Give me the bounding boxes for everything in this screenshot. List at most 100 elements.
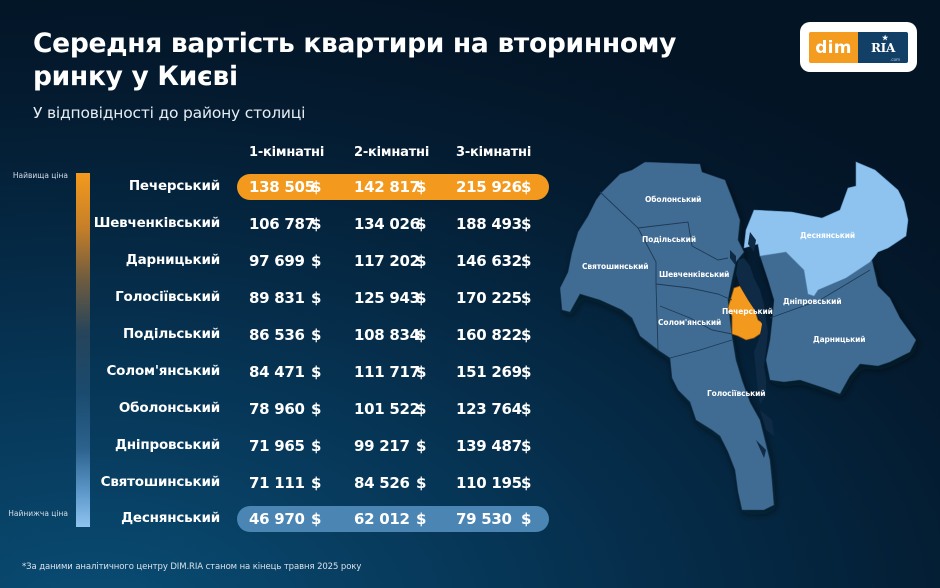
table-row: Оболонський 78 960 $ 101 522 $ 123 764 $: [0, 396, 560, 422]
price-3-room: 139 487: [456, 437, 522, 455]
currency-sign: $: [311, 510, 322, 528]
logo-com-text: .com: [890, 58, 900, 63]
price-2-room: 108 834: [354, 326, 420, 344]
map-right-bank: [560, 161, 775, 511]
price-2-room: 99 217: [354, 437, 410, 455]
currency-sign: $: [521, 363, 532, 381]
map-label-desnianskyi: Деснянський: [800, 231, 856, 240]
price-1-room: 71 965: [249, 437, 305, 455]
currency-sign: $: [416, 178, 427, 196]
page-title: Середня вартість квартири на вторинному …: [33, 28, 677, 92]
currency-sign: $: [416, 363, 427, 381]
price-2-room: 117 202: [354, 252, 420, 270]
price-1-room: 138 505: [249, 178, 315, 196]
map-label-darnytskyi: Дарницький: [813, 335, 866, 344]
page-subtitle: У відповідності до району столиці: [33, 104, 306, 122]
price-1-room: 71 111: [249, 474, 305, 492]
district-name: Солом'янський: [106, 363, 220, 379]
currency-sign: $: [416, 215, 427, 233]
district-name: Дніпровський: [114, 437, 220, 453]
map-label-sviatoshynskyi: Святошинський: [582, 262, 649, 271]
currency-sign: $: [521, 326, 532, 344]
table-row: Шевченківський 106 787 $ 134 026 $ 188 493…: [0, 211, 560, 237]
currency-sign: $: [521, 400, 532, 418]
price-2-room: 134 026: [354, 215, 420, 233]
price-2-room: 62 012: [354, 510, 410, 528]
legend-highest-label: Найвища ціна: [12, 171, 68, 180]
currency-sign: $: [416, 326, 427, 344]
map-label-holosiivskyi: Голосіївський: [707, 389, 766, 398]
currency-sign: $: [311, 363, 322, 381]
price-3-room: 110 195: [456, 474, 522, 492]
map-label-obolonskyi: Оболонський: [645, 195, 702, 204]
currency-sign: $: [521, 252, 532, 270]
table-row-highest: Печерський 138 505 $ 142 817 $ 215 926 $: [0, 174, 560, 200]
kyiv-districts-map: Оболонський Подільський Святошинський Ше…: [560, 140, 940, 560]
currency-sign: $: [416, 474, 427, 492]
currency-sign: $: [416, 252, 427, 270]
price-1-room: 86 536: [249, 326, 305, 344]
table-row-lowest: Деснянський 46 970 $ 62 012 $ 79 530 $: [0, 506, 560, 532]
district-name: Оболонський: [118, 400, 220, 416]
column-header-2-room: 2-кімнатні: [354, 145, 430, 160]
column-header-1-room: 1-кімнатні: [249, 145, 325, 160]
map-label-podilskyi: Подільський: [642, 235, 696, 244]
currency-sign: $: [311, 400, 322, 418]
map-district-desnianskyi: [743, 161, 909, 297]
currency-sign: $: [416, 437, 427, 455]
currency-sign: $: [311, 474, 322, 492]
district-name: Подільський: [123, 326, 220, 342]
map-river-dnipro: [736, 258, 768, 404]
logo-ria-text: RIA: [871, 40, 895, 55]
highlight-pill-highest: [237, 174, 549, 200]
legend-lowest-label: Найнижча ціна: [8, 509, 68, 518]
price-3-room: 160 822: [456, 326, 522, 344]
price-1-room: 106 787: [249, 215, 315, 233]
price-3-room: 188 493: [456, 215, 522, 233]
price-gradient-bar: [76, 173, 90, 527]
map-district-borders: [599, 191, 871, 359]
table-row: Подільський 86 536 $ 108 834 $ 160 822 $: [0, 322, 560, 348]
currency-sign: $: [311, 289, 322, 307]
currency-sign: $: [416, 510, 427, 528]
currency-sign: $: [311, 252, 322, 270]
currency-sign: $: [521, 510, 532, 528]
currency-sign: $: [311, 326, 322, 344]
logo-ria-block: ★ RIA .com: [858, 32, 908, 63]
table-row: Голосіївський 89 831 $ 125 943 $ 170 225 $: [0, 285, 560, 311]
star-icon: ★: [882, 33, 888, 42]
district-name: Печерський: [128, 178, 220, 194]
price-3-room: 151 269: [456, 363, 522, 381]
district-name: Голосіївський: [115, 289, 220, 305]
currency-sign: $: [521, 178, 532, 196]
map-label-shevchenkivskyi: Шевченківський: [659, 270, 730, 279]
map-label-dniprovskyi: Дніпровський: [783, 297, 842, 306]
map-label-pecherskyi: Печерський: [722, 307, 773, 316]
price-1-room: 78 960: [249, 400, 305, 418]
currency-sign: $: [416, 289, 427, 307]
table-row: Дарницький 97 699 $ 117 202 $ 146 632 $: [0, 248, 560, 274]
district-name: Святошинський: [100, 474, 221, 490]
price-3-room: 170 225: [456, 289, 522, 307]
currency-sign: $: [521, 215, 532, 233]
price-2-room: 84 526: [354, 474, 410, 492]
price-1-room: 46 970: [249, 510, 305, 528]
currency-sign: $: [311, 178, 322, 196]
district-name: Деснянський: [121, 510, 220, 526]
table-row: Дніпровський 71 965 $ 99 217 $ 139 487 $: [0, 433, 560, 459]
price-3-room: 123 764: [456, 400, 522, 418]
currency-sign: $: [311, 437, 322, 455]
dim-ria-logo: dim ★ RIA .com: [800, 22, 917, 72]
price-3-room: 79 530: [456, 510, 512, 528]
currency-sign: $: [416, 400, 427, 418]
price-1-room: 97 699: [249, 252, 305, 270]
currency-sign: $: [521, 437, 532, 455]
price-3-room: 215 926: [456, 178, 522, 196]
district-name: Шевченківський: [93, 215, 220, 231]
price-1-room: 84 471: [249, 363, 305, 381]
currency-sign: $: [521, 474, 532, 492]
map-label-solomianskyi: Солом'янський: [658, 318, 722, 327]
district-name: Дарницький: [125, 252, 220, 268]
table-row: Солом'янський 84 471 $ 111 717 $ 151 269 $: [0, 359, 560, 385]
